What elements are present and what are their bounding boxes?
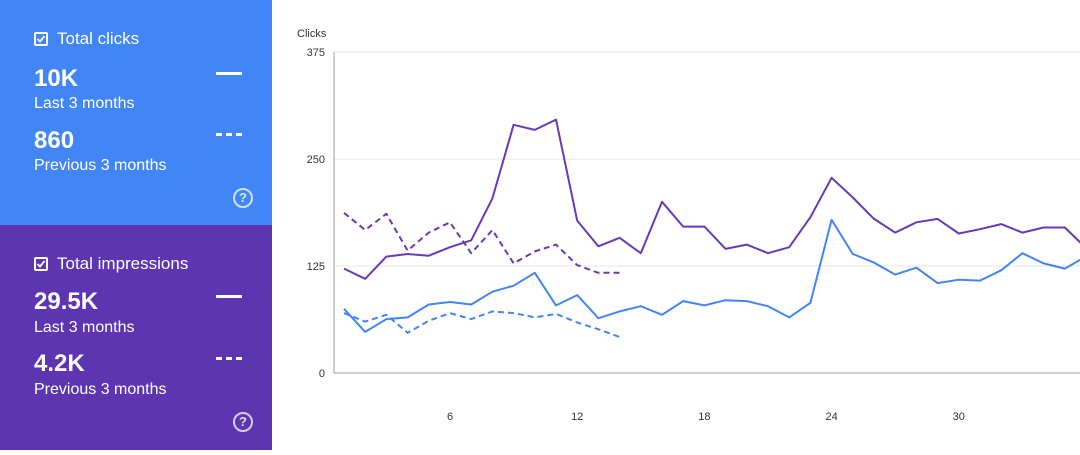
clicks-previous-value: 860 (34, 127, 75, 154)
y-tick-label: 125 (307, 261, 325, 273)
impressions-previous-period: Previous 3 months (34, 381, 167, 398)
total-clicks-label: Total clicks (57, 29, 140, 48)
impressions-previous-series-line (343, 212, 620, 274)
x-tick-label: 24 (825, 411, 837, 423)
total-impressions-label: Total impressions (57, 254, 189, 273)
line-chart: Clicks 0 125 250 375 6 12 18 24 30 (297, 28, 1080, 423)
y-tick-label: 250 (307, 154, 325, 166)
impressions-previous-value: 4.2K (34, 350, 85, 377)
clicks-chart[interactable]: Clicks 0 125 250 375 6 12 18 24 30 (272, 0, 1080, 450)
x-tick-label: 6 (447, 411, 453, 423)
dashed-line-legend-icon (216, 357, 242, 360)
impressions-current-series-line (343, 118, 1080, 280)
x-axis-ticks: 6 12 18 24 30 (447, 411, 965, 423)
solid-line-legend-icon (216, 72, 242, 75)
x-tick-label: 30 (953, 411, 965, 423)
solid-line-legend-icon (216, 295, 242, 298)
y-axis-label: Clicks (297, 28, 327, 40)
total-impressions-toggle[interactable]: Total impressions (34, 254, 188, 274)
total-impressions-card[interactable]: Total impressions 29.5K Last 3 months 4.… (0, 225, 272, 450)
help-circle-icon[interactable]: ? (233, 412, 253, 432)
clicks-current-series-line (343, 218, 1080, 333)
checkbox-checked-icon[interactable] (34, 257, 48, 271)
clicks-current-period: Last 3 months (34, 95, 135, 112)
total-clicks-card[interactable]: Total clicks 10K Last 3 months 860 Previ… (0, 0, 272, 225)
total-clicks-toggle[interactable]: Total clicks (34, 29, 139, 49)
x-tick-label: 12 (571, 411, 583, 423)
chart-series (343, 118, 1080, 338)
y-tick-label: 0 (319, 368, 325, 380)
clicks-previous-series-line (343, 310, 620, 338)
clicks-current-value: 10K (34, 65, 79, 92)
x-tick-label: 18 (698, 411, 710, 423)
dashed-line-legend-icon (216, 133, 242, 136)
checkbox-checked-icon[interactable] (34, 32, 48, 46)
impressions-current-period: Last 3 months (34, 319, 135, 336)
clicks-previous-period: Previous 3 months (34, 157, 167, 174)
y-axis-ticks: 0 125 250 375 (307, 47, 325, 380)
chart-gridlines (333, 51, 1080, 374)
impressions-current-value: 29.5K (34, 288, 99, 315)
y-tick-label: 375 (307, 47, 325, 59)
help-circle-icon[interactable]: ? (233, 188, 253, 208)
